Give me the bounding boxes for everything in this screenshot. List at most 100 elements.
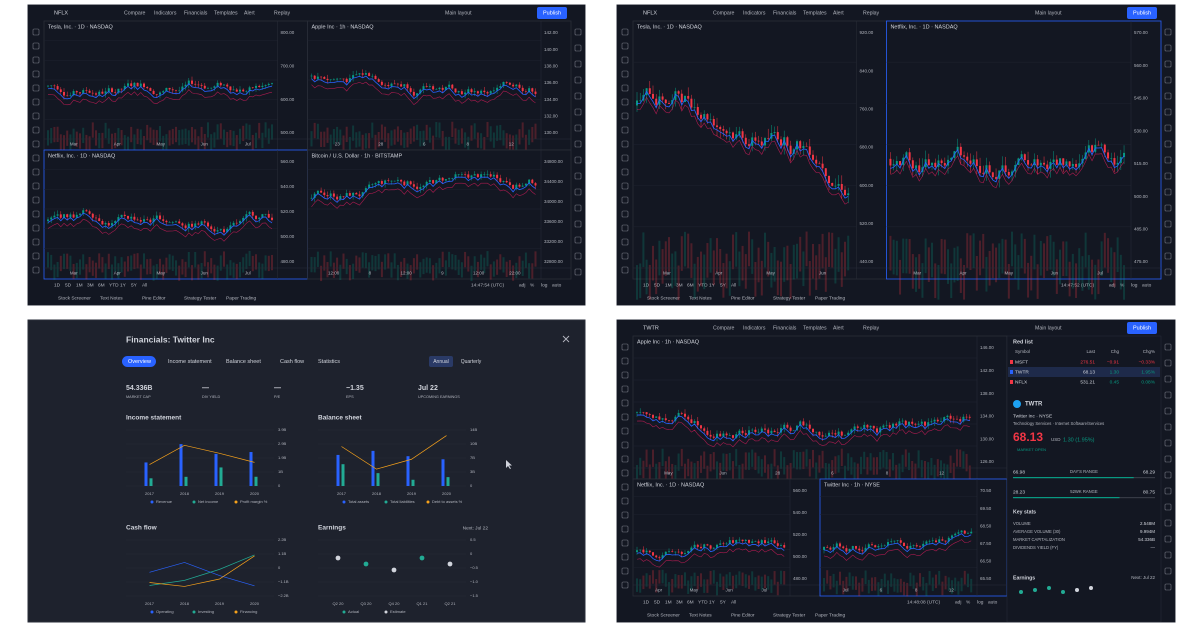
tool-icon[interactable] bbox=[621, 455, 629, 463]
bottom-tab[interactable]: Strategy Tester bbox=[773, 612, 806, 618]
tool-icon[interactable] bbox=[32, 252, 40, 260]
widget-icon[interactable] bbox=[574, 172, 582, 180]
widget-icon[interactable] bbox=[1164, 439, 1172, 447]
toolbar-button[interactable]: Indicators bbox=[743, 325, 766, 331]
tool-icon[interactable] bbox=[621, 399, 629, 407]
range-button[interactable]: 5Y bbox=[720, 282, 727, 288]
widget-icon[interactable] bbox=[1164, 236, 1172, 244]
widget-icon[interactable] bbox=[1164, 76, 1172, 84]
chart-option[interactable]: % bbox=[1120, 282, 1125, 288]
tool-icon[interactable] bbox=[621, 70, 629, 78]
publish-button[interactable] bbox=[1127, 322, 1157, 334]
tool-icon[interactable] bbox=[621, 42, 629, 50]
layout-menu[interactable]: Main layout bbox=[1035, 10, 1062, 16]
widget-icon[interactable] bbox=[1164, 503, 1172, 511]
symbol-search[interactable]: NFLX bbox=[643, 10, 657, 16]
range-button[interactable]: 6M bbox=[687, 599, 694, 605]
tool-icon[interactable] bbox=[621, 154, 629, 162]
range-button[interactable]: 1M bbox=[665, 282, 672, 288]
widget-icon[interactable] bbox=[1164, 423, 1172, 431]
watchlist-title[interactable]: Red list bbox=[1013, 339, 1033, 345]
tool-icon[interactable] bbox=[621, 483, 629, 491]
period-toggle[interactable]: Quarterly bbox=[461, 359, 482, 365]
range-button[interactable]: 1D bbox=[54, 282, 61, 288]
widget-icon[interactable] bbox=[574, 140, 582, 148]
chart-option[interactable]: % bbox=[530, 282, 535, 288]
tool-icon[interactable] bbox=[621, 469, 629, 477]
tool-icon[interactable] bbox=[32, 84, 40, 92]
range-button[interactable]: 5D bbox=[65, 282, 72, 288]
bottom-tab[interactable]: Paper Trading bbox=[815, 295, 845, 301]
tool-icon[interactable] bbox=[621, 413, 629, 421]
widget-icon[interactable] bbox=[574, 188, 582, 196]
chart-option[interactable]: auto bbox=[1142, 282, 1152, 288]
tool-icon[interactable] bbox=[621, 427, 629, 435]
widget-icon[interactable] bbox=[574, 156, 582, 164]
widget-icon[interactable] bbox=[1164, 487, 1172, 495]
range-button[interactable]: 1Y bbox=[120, 282, 127, 288]
toolbar-button[interactable]: Compare bbox=[713, 10, 734, 16]
widget-icon[interactable] bbox=[574, 60, 582, 68]
chart-option[interactable]: % bbox=[966, 599, 971, 605]
widget-icon[interactable] bbox=[1164, 455, 1172, 463]
range-button[interactable]: 3M bbox=[87, 282, 94, 288]
range-button[interactable]: All bbox=[731, 599, 736, 605]
bottom-tab[interactable]: Paper Trading bbox=[815, 612, 845, 618]
tool-icon[interactable] bbox=[621, 441, 629, 449]
widget-icon[interactable] bbox=[574, 236, 582, 244]
chart-option[interactable]: adj bbox=[1109, 282, 1115, 288]
tool-icon[interactable] bbox=[621, 525, 629, 533]
widget-icon[interactable] bbox=[1164, 44, 1172, 52]
widget-icon[interactable] bbox=[1164, 172, 1172, 180]
widget-icon[interactable] bbox=[1164, 407, 1172, 415]
tab[interactable]: Income statement bbox=[168, 359, 212, 365]
tool-icon[interactable] bbox=[621, 196, 629, 204]
tool-icon[interactable] bbox=[32, 28, 40, 36]
range-button[interactable]: YTD bbox=[698, 599, 708, 605]
toolbar-button[interactable]: Indicators bbox=[743, 10, 766, 16]
widget-icon[interactable] bbox=[574, 76, 582, 84]
widget-icon[interactable] bbox=[1164, 220, 1172, 228]
tool-icon[interactable] bbox=[621, 168, 629, 176]
widget-icon[interactable] bbox=[1164, 28, 1172, 36]
tool-icon[interactable] bbox=[32, 126, 40, 134]
tool-icon[interactable] bbox=[621, 252, 629, 260]
widget-icon[interactable] bbox=[574, 108, 582, 116]
tool-icon[interactable] bbox=[621, 553, 629, 561]
widget-icon[interactable] bbox=[1164, 519, 1172, 527]
range-button[interactable]: 5D bbox=[654, 599, 661, 605]
widget-icon[interactable] bbox=[1164, 583, 1172, 591]
watchlist-cell[interactable]: TWTR bbox=[1015, 369, 1029, 375]
range-button[interactable]: 1D bbox=[643, 282, 650, 288]
tool-icon[interactable] bbox=[32, 182, 40, 190]
widget-icon[interactable] bbox=[1164, 268, 1172, 276]
tool-icon[interactable] bbox=[32, 70, 40, 78]
toolbar-button[interactable]: Financials bbox=[773, 325, 797, 331]
bottom-tab[interactable]: Strategy Tester bbox=[184, 295, 217, 301]
tool-icon[interactable] bbox=[621, 567, 629, 575]
range-button[interactable]: 1Y bbox=[709, 282, 716, 288]
range-button[interactable]: YTD bbox=[109, 282, 119, 288]
toolbar-button[interactable]: Replay bbox=[863, 10, 880, 16]
tool-icon[interactable] bbox=[621, 28, 629, 36]
widget-icon[interactable] bbox=[1164, 535, 1172, 543]
tool-icon[interactable] bbox=[32, 266, 40, 274]
bottom-tab[interactable]: Pine Editor bbox=[142, 295, 166, 301]
chart-option[interactable]: log bbox=[977, 599, 984, 605]
chart-option[interactable]: auto bbox=[552, 282, 562, 288]
symbol-search[interactable]: NFLX bbox=[54, 10, 68, 16]
widget-icon[interactable] bbox=[1164, 252, 1172, 260]
widget-icon[interactable] bbox=[1164, 471, 1172, 479]
widget-icon[interactable] bbox=[1164, 140, 1172, 148]
range-button[interactable]: YTD bbox=[698, 282, 708, 288]
range-button[interactable]: 1Y bbox=[709, 599, 716, 605]
range-button[interactable]: 6M bbox=[98, 282, 105, 288]
tool-icon[interactable] bbox=[32, 168, 40, 176]
tool-icon[interactable] bbox=[621, 182, 629, 190]
widget-icon[interactable] bbox=[574, 92, 582, 100]
tool-icon[interactable] bbox=[32, 196, 40, 204]
widget-icon[interactable] bbox=[574, 204, 582, 212]
widget-icon[interactable] bbox=[574, 220, 582, 228]
bottom-tab[interactable]: Text Notes bbox=[100, 295, 123, 301]
tool-icon[interactable] bbox=[621, 581, 629, 589]
